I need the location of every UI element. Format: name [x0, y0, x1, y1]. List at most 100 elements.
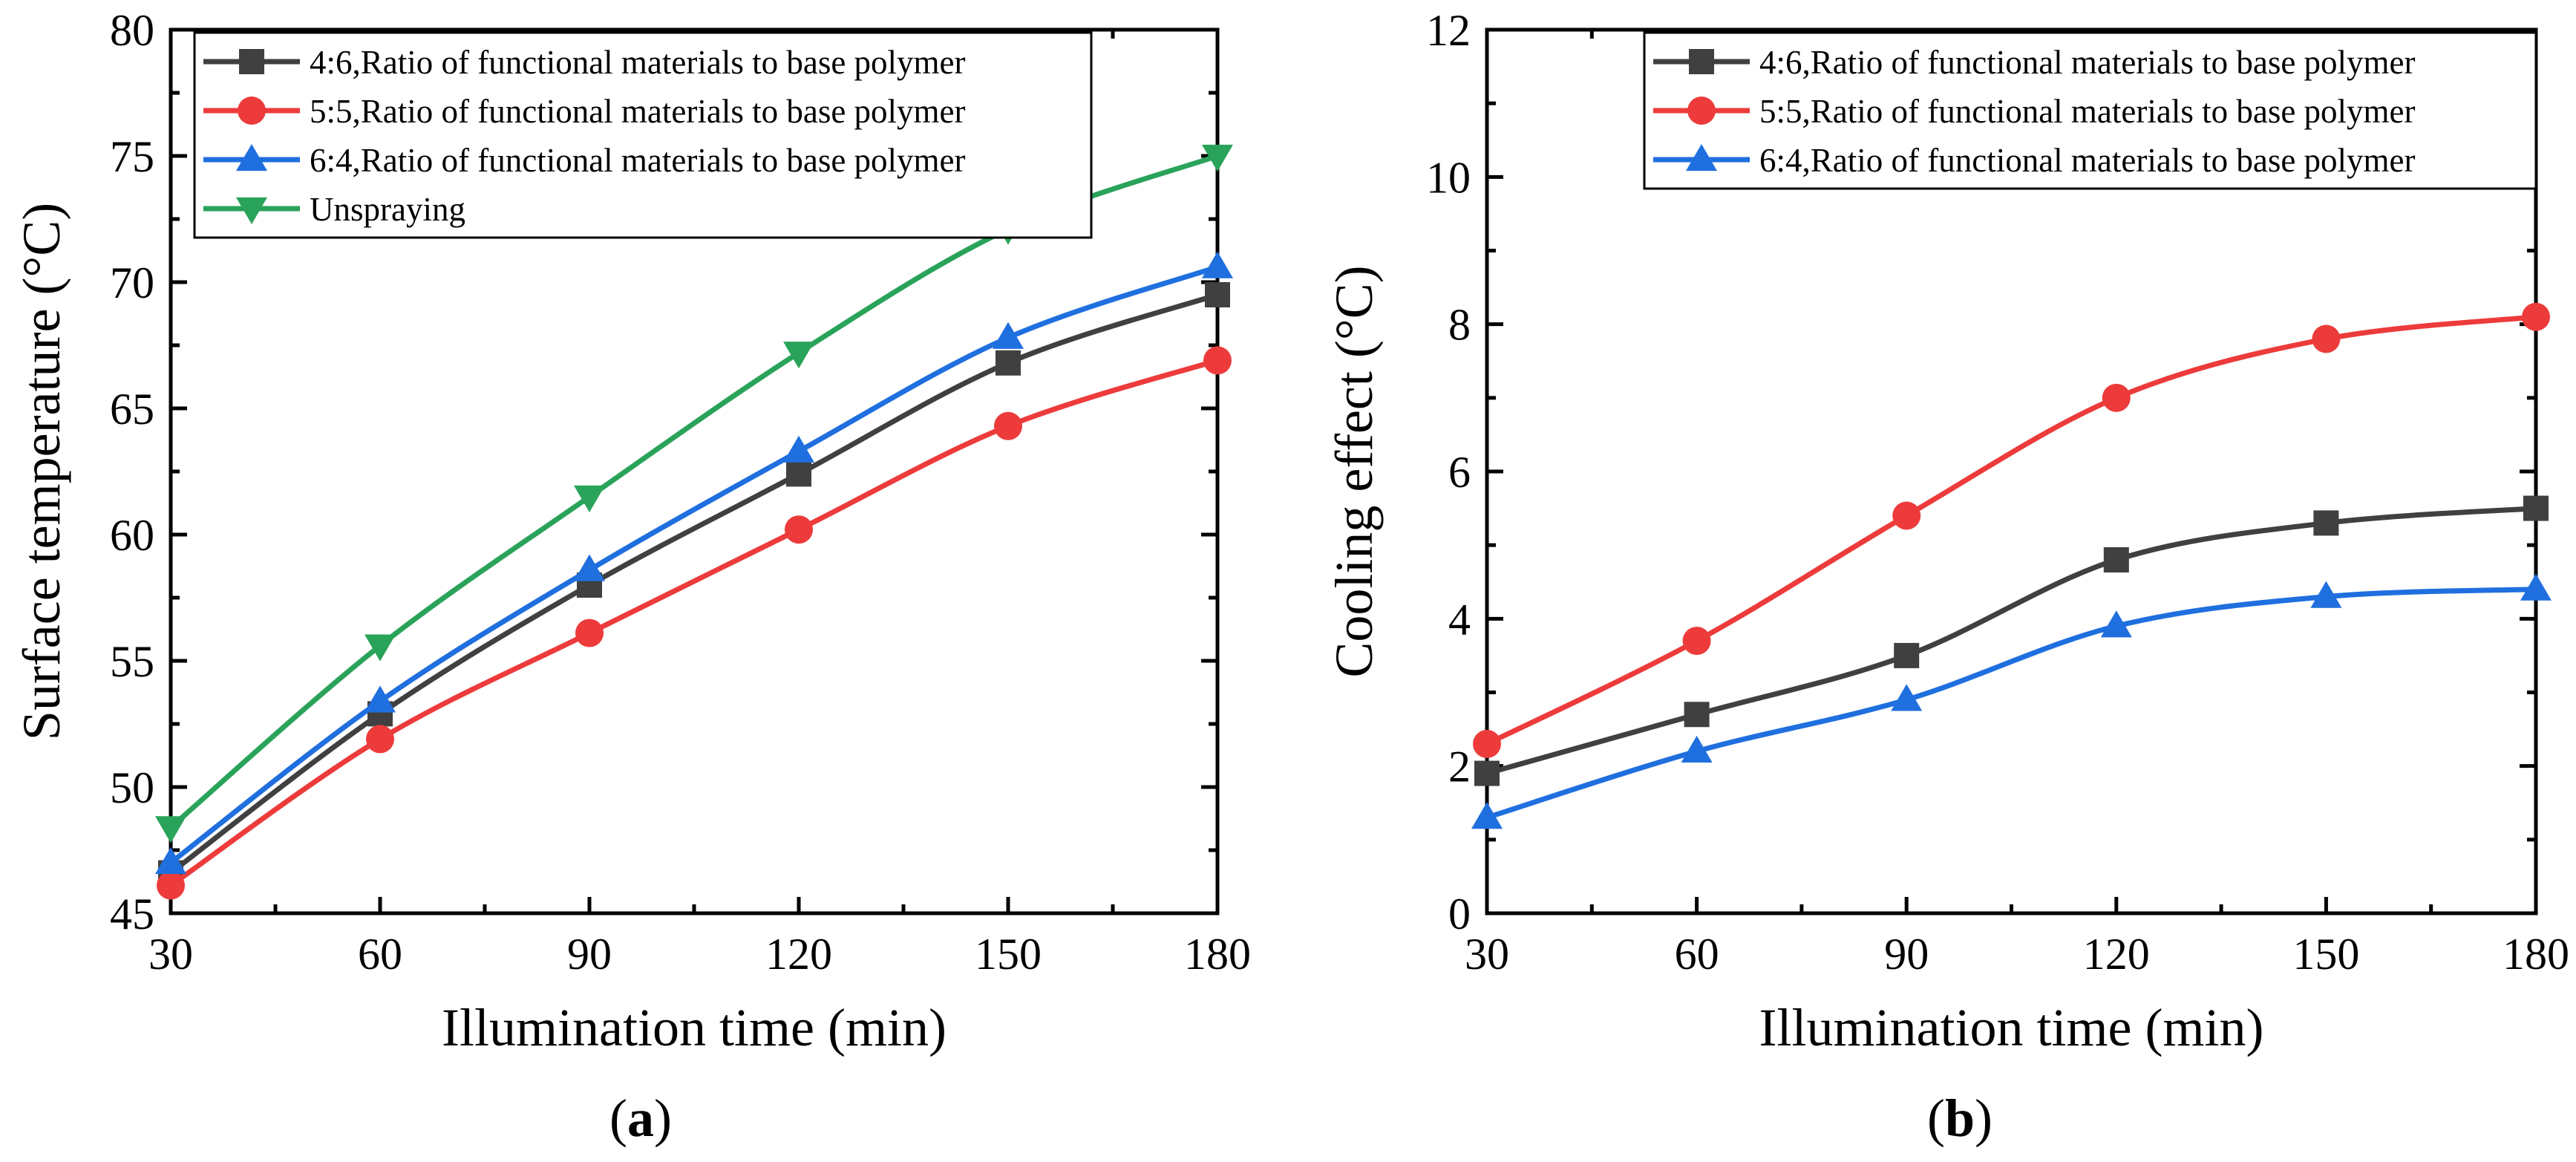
legend-item: 5:5,Ratio of functional materials to bas… [1653, 93, 2416, 130]
y-tick-label: 12 [1426, 6, 1471, 55]
legend-label: 4:6,Ratio of functional materials to bas… [310, 44, 966, 81]
x-tick-label: 30 [148, 930, 193, 979]
data-point [1202, 251, 1233, 278]
data-point-square-marker [2103, 547, 2129, 572]
data-point [2310, 581, 2342, 608]
data-point-square-marker [2523, 495, 2549, 521]
data-point-triangle-up-marker [2520, 573, 2552, 601]
legend-label: Unspraying [310, 191, 465, 228]
data-point [1684, 702, 1710, 728]
data-point-circle-marker [1892, 501, 1921, 530]
legend-circle-marker [238, 97, 266, 125]
data-point-circle-marker [1473, 729, 1501, 758]
legend-item: Unspraying [203, 191, 465, 228]
legend-label: 4:6,Ratio of functional materials to bas… [1759, 44, 2416, 81]
data-point-square-marker [996, 350, 1021, 376]
data-point-triangle-down-marker [365, 634, 396, 662]
data-point-triangle-up-marker [2100, 610, 2132, 638]
legend-box [193, 31, 1093, 239]
data-point [1474, 760, 1500, 786]
legend-item: 4:6,Ratio of functional materials to bas… [203, 44, 966, 81]
y-axis: 45 50 55 60 65 70 75 80 [110, 6, 1217, 939]
x-tick-label: 180 [2503, 930, 2569, 979]
data-point-square-marker [1474, 760, 1500, 786]
data-point-circle-marker [1682, 627, 1711, 656]
legend-label: 5:5,Ratio of functional materials to bas… [1759, 93, 2416, 130]
data-point [996, 350, 1021, 376]
legend-item: 4:6,Ratio of functional materials to bas… [1653, 44, 2416, 81]
data-point [155, 847, 186, 875]
data-point [1473, 729, 1501, 758]
x-tick-label: 150 [2292, 930, 2359, 979]
y-tick-label: 0 [1448, 890, 1471, 939]
y-tick-label: 10 [1426, 153, 1471, 202]
series-1 [1474, 495, 2549, 786]
x-tick-label: 120 [765, 930, 832, 979]
y-tick-label: 2 [1448, 742, 1471, 791]
data-point [1471, 802, 1503, 829]
data-point [783, 342, 814, 369]
data-point [1892, 501, 1921, 530]
data-point [2523, 495, 2549, 521]
data-point-circle-marker [2102, 383, 2131, 412]
y-tick-label: 8 [1448, 301, 1471, 350]
data-point-triangle-up-marker [155, 847, 186, 875]
x-tick-label: 90 [567, 930, 612, 979]
data-point [1682, 627, 1711, 656]
data-point-triangle-down-marker [574, 485, 605, 512]
data-point [575, 618, 604, 647]
x-axis-title: Illumination time (min) [1759, 998, 2264, 1057]
data-point [1202, 144, 1233, 172]
data-point [365, 685, 396, 713]
x-axis: 30 60 90 120 150 180 [1465, 30, 2569, 979]
data-point-circle-marker [785, 515, 813, 544]
data-point-triangle-up-marker [1202, 251, 1233, 278]
data-point [2100, 610, 2132, 638]
data-point-circle-marker [2522, 302, 2550, 331]
series-line [169, 358, 1219, 888]
data-point-triangle-down-marker [155, 816, 186, 843]
y-tick-label: 75 [110, 132, 154, 181]
chart-a: 30 60 90 120 150 180 45 50 55 60 65 70 75 80 Illuminat… [12, 6, 1251, 1057]
data-point-circle-marker [2312, 324, 2341, 353]
data-point [993, 321, 1024, 349]
series-line [169, 264, 1219, 865]
series-line [1485, 314, 2537, 747]
x-tick-label: 180 [1184, 930, 1251, 979]
data-point [1894, 642, 1920, 668]
data-point-triangle-down-marker [1202, 144, 1233, 172]
legend-box [1643, 31, 2537, 190]
y-tick-label: 70 [110, 258, 154, 307]
data-point [2313, 510, 2339, 536]
data-point [574, 485, 605, 512]
data-point [2522, 302, 2550, 331]
data-point-triangle-up-marker [783, 435, 814, 463]
series-3 [155, 251, 1233, 875]
x-tick-label: 60 [358, 930, 402, 979]
legend-item: 5:5,Ratio of functional materials to bas… [203, 93, 966, 130]
data-point-triangle-up-marker [993, 321, 1024, 349]
data-point [2103, 547, 2129, 572]
data-point-square-marker [1894, 642, 1920, 668]
y-tick-label: 65 [110, 385, 154, 434]
legend-triangle-up-marker [1686, 144, 1717, 172]
data-point [574, 554, 605, 581]
x-tick-label: 150 [975, 930, 1042, 979]
chart-b: 30 60 90 120 150 180 0 2 4 6 8 10 12 Illumination tim… [1324, 6, 2569, 1057]
data-point [783, 435, 814, 463]
data-point-circle-marker [157, 871, 185, 900]
x-tick-label: 60 [1675, 930, 1719, 979]
data-point-square-marker [786, 461, 811, 487]
x-axis-title: Illumination time (min) [442, 998, 947, 1057]
data-point-circle-marker [994, 411, 1022, 440]
legend-item: 6:4,Ratio of functional materials to bas… [1653, 142, 2416, 179]
y-tick-label: 6 [1448, 448, 1471, 497]
y-tick-label: 80 [110, 6, 154, 55]
data-point [786, 461, 811, 487]
y-tick-label: 50 [110, 763, 154, 812]
series-3 [1471, 573, 2552, 829]
series-line [1486, 506, 2537, 776]
data-point-triangle-up-marker [574, 554, 605, 581]
legend-square-marker [1689, 49, 1714, 74]
